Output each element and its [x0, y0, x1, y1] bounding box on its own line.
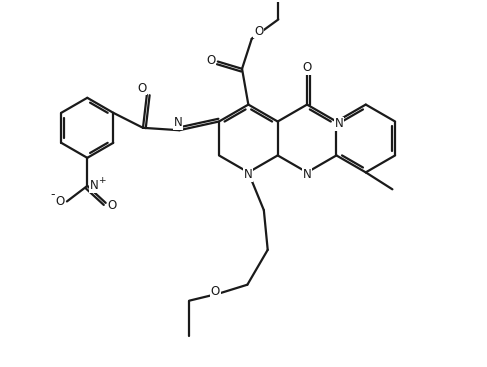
Text: O: O: [56, 195, 65, 208]
Text: O: O: [211, 285, 220, 298]
Text: O: O: [206, 54, 216, 67]
Text: O: O: [137, 81, 147, 95]
Text: N: N: [244, 168, 253, 181]
Text: N: N: [303, 168, 311, 181]
Text: N: N: [335, 117, 343, 130]
Text: N: N: [90, 179, 98, 192]
Text: +: +: [98, 176, 106, 185]
Text: N: N: [174, 116, 183, 129]
Text: O: O: [108, 199, 117, 212]
Text: -: -: [50, 188, 55, 201]
Text: O: O: [254, 25, 263, 37]
Text: O: O: [302, 61, 312, 74]
